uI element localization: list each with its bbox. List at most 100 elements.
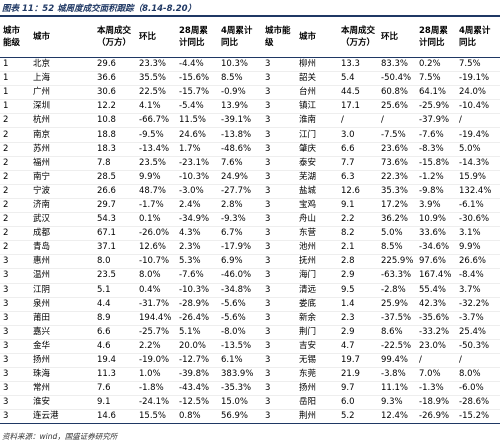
table-cell: 0.1% [136, 212, 176, 228]
table-cell: / [456, 353, 500, 369]
table-cell: -5.6% [218, 297, 262, 312]
table-cell: 1 [0, 99, 30, 115]
table-cell: 池州 [296, 240, 338, 256]
column-header: 本周成交（万方） [94, 15, 136, 58]
table-cell: 2 [0, 240, 30, 256]
table-cell: 3 [262, 381, 296, 397]
table-cell: 67.1 [94, 226, 136, 242]
table-cell: -15.6% [176, 71, 218, 87]
table-cell: 9.7 [338, 381, 378, 397]
table-cell: 娄底 [296, 297, 338, 312]
table-cell: 25.4% [456, 325, 500, 340]
table-cell: / [456, 113, 500, 129]
table-cell: -35.3% [218, 381, 262, 397]
table-cell: 6.9% [218, 254, 262, 270]
table-row: 3 温州 23.5 8.0% -7.6% -46.0% 3 海门 2.9 -63.3% 167.4%… [0, 268, 500, 284]
table-cell: 新余 [296, 311, 338, 326]
table-cell: 5.0% [378, 226, 416, 242]
table-cell: 2.2% [136, 339, 176, 354]
table-cell: 连云港 [30, 409, 94, 425]
table-cell: -8.0% [218, 325, 262, 340]
table-cell: 3 [262, 99, 296, 115]
table-cell: 3 [262, 156, 296, 171]
table-cell: 12.6% [136, 240, 176, 256]
table-cell: 22.3% [378, 170, 416, 185]
table-cell: -18.9% [416, 395, 456, 411]
table-cell: 7.5% [456, 57, 500, 73]
table-cell: 10.9% [416, 212, 456, 228]
table-cell: 0.2% [416, 57, 456, 73]
table-cell: 8.6% [378, 325, 416, 340]
source-note: 资料来源：wind，国盛证券研究所 [2, 432, 118, 441]
table-cell: 2.8% [218, 198, 262, 214]
table-cell: 167.4% [416, 268, 456, 284]
table-cell: -9.8% [416, 184, 456, 199]
table-cell: 韶关 [296, 71, 338, 87]
table-row: 2 南京 18.8 -9.5% 24.6% -13.8% 3 江门 3.0 -7.5% -7.6% -… [0, 127, 500, 143]
table-cell: 19.7 [338, 353, 378, 369]
table-cell: 泰安 [296, 156, 338, 171]
table-row: 2 苏州 18.3 -13.4% 1.7% -48.6% 3 肇庆 6.6 23.6% -8.3% 5… [0, 142, 500, 157]
table-cell: 7.6 [94, 381, 136, 397]
table-cell: 3 [262, 297, 296, 312]
table-cell: -12.5% [176, 395, 218, 411]
table-cell: 33.6% [416, 226, 456, 242]
table-cell: -5.4% [176, 99, 218, 115]
table-cell: 3 [262, 268, 296, 284]
table-cell: 54.3 [94, 212, 136, 228]
table-cell: 3 [0, 353, 30, 369]
table-cell: -4.4% [176, 57, 218, 73]
table-cell: -12.7% [176, 353, 218, 369]
table-row: 1 深圳 12.2 4.1% -5.4% 13.9% 3 镇江 17.1 25.6% -25.9% -… [0, 99, 500, 115]
table-cell: 3.1% [456, 226, 500, 242]
table-cell: 9.3% [378, 395, 416, 411]
table-cell: 8.5% [218, 71, 262, 87]
table-cell: 6.1% [218, 353, 262, 369]
table-cell: 23.5 [94, 268, 136, 284]
table-cell: 6.3 [338, 170, 378, 185]
table-cell: 南宁 [30, 170, 94, 185]
table-cell: -27.7% [218, 184, 262, 199]
table-cell: 5.3% [176, 254, 218, 270]
table-cell: 南京 [30, 127, 94, 143]
table-row: 1 广州 30.6 22.5% -15.7% -0.9% 3 台州 44.5 60.8% 64.1%… [0, 85, 500, 101]
table-cell: 3 [262, 325, 296, 340]
title: 图表 11：52 城周度成交面积跟踪（8.14-8.20） [2, 4, 197, 14]
table-cell: 6.0 [338, 395, 378, 411]
table-cell: 23.0% [416, 339, 456, 354]
table-cell: -17.9% [218, 240, 262, 256]
table-cell: 3 [0, 297, 30, 312]
table-cell: / [416, 353, 456, 369]
table-cell: -1.3% [416, 381, 456, 397]
table-cell: 1 [0, 57, 30, 73]
table-cell: 3 [262, 353, 296, 369]
table-cell: 扬州 [296, 381, 338, 397]
table-cell: 2.9 [338, 268, 378, 284]
table-cell: 64.1% [416, 85, 456, 101]
table-cell: 21.9 [338, 367, 378, 383]
table-row: 1 上海 36.6 35.5% -15.6% 8.5% 3 韶关 5.4 -50.4% 7.5% -1… [0, 71, 500, 87]
table-cell: 0.8% [176, 409, 218, 425]
table-cell: 3 [262, 198, 296, 214]
table-cell: 福州 [30, 156, 94, 171]
table-cell: -3.0% [176, 184, 218, 199]
column-header: 环比 [378, 15, 416, 58]
table-cell: 3 [0, 311, 30, 326]
table-cell: 苏州 [30, 142, 94, 157]
table-cell: 上海 [30, 71, 94, 87]
table-cell: -66.7% [136, 113, 176, 129]
table-cell: 济南 [30, 198, 94, 214]
column-header: 城市能级 [262, 15, 296, 58]
table-row: 3 江阴 5.1 0.4% -10.3% -34.8% 3 清远 9.5 -2.8% 55.4% 3.… [0, 283, 500, 298]
table-cell: 8.0% [456, 367, 500, 383]
table-cell: -26.0% [136, 226, 176, 242]
table-cell: 柳州 [296, 57, 338, 73]
table-cell: 29.7 [94, 198, 136, 214]
table-cell: 28.5 [94, 170, 136, 185]
table-cell: 东莞 [296, 367, 338, 383]
table-cell: 3 [0, 381, 30, 397]
table-cell: 24.6% [176, 127, 218, 143]
table-cell: 8.9 [94, 311, 136, 326]
table-cell: 3 [262, 409, 296, 425]
table-cell: 3 [0, 339, 30, 354]
